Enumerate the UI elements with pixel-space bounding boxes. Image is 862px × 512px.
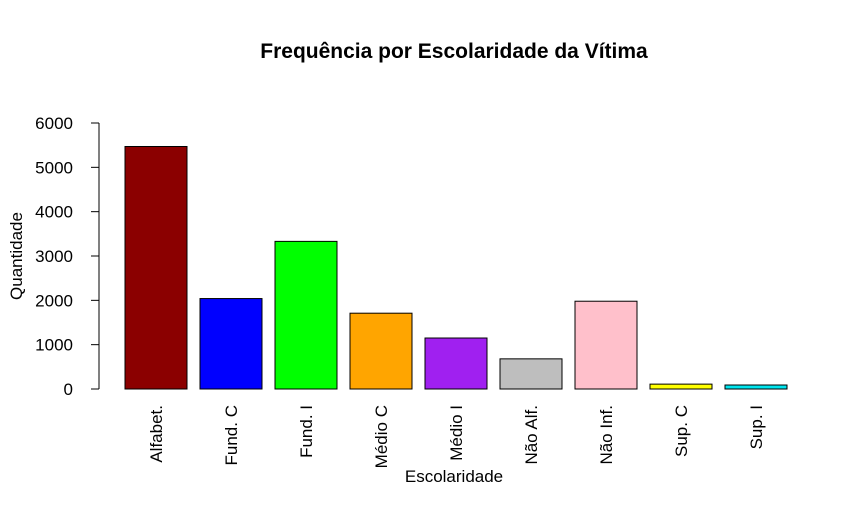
y-axis-label: Quantidade xyxy=(7,212,26,300)
bar xyxy=(424,337,488,390)
bar xyxy=(274,240,338,390)
x-tick-label: Médio I xyxy=(447,405,466,461)
x-tick-label: Não Alf. xyxy=(522,405,541,465)
y-tick-label: 3000 xyxy=(35,247,73,266)
x-tick-label: Fund. C xyxy=(222,405,241,465)
x-axis-label: Escolaridade xyxy=(405,467,503,486)
bar xyxy=(124,145,188,390)
chart-title: Frequência por Escolaridade da Vítima xyxy=(260,40,648,63)
y-tick-label: 1000 xyxy=(35,336,73,355)
x-tick-label: Não Inf. xyxy=(597,405,616,465)
y-tick-label: 4000 xyxy=(35,203,73,222)
y-tick-label: 0 xyxy=(64,380,73,399)
bar xyxy=(574,300,638,390)
x-tick-label: Médio C xyxy=(372,405,391,468)
x-tick-labels: Alfabet. Fund. C Fund. I Médio C Médio I Não … xyxy=(147,405,766,468)
x-tick-label: Alfabet. xyxy=(147,405,166,463)
x-tick-label: Fund. I xyxy=(297,405,316,458)
y-tick-label: 6000 xyxy=(35,114,73,133)
y-tick-label: 5000 xyxy=(35,158,73,177)
x-tick-label: Sup. C xyxy=(672,405,691,457)
bar xyxy=(724,384,788,390)
x-tick-label: Sup. I xyxy=(747,405,766,449)
y-tick-label: 2000 xyxy=(35,291,73,310)
bar xyxy=(199,298,263,390)
bars-group xyxy=(124,145,788,390)
bar xyxy=(349,312,413,390)
y-axis: 0 1000 2000 3000 4000 5000 6000 xyxy=(35,114,100,399)
bar xyxy=(649,383,713,390)
bar xyxy=(499,358,563,390)
